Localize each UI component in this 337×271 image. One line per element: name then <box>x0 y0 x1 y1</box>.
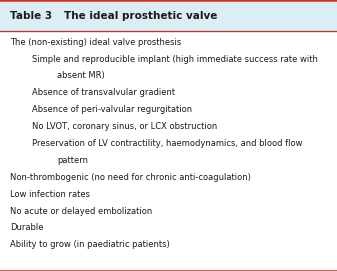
Text: Absence of transvalvular gradient: Absence of transvalvular gradient <box>32 88 175 97</box>
Text: No acute or delayed embolization: No acute or delayed embolization <box>10 207 152 215</box>
Text: absent MR): absent MR) <box>57 72 105 80</box>
Text: Absence of peri-valvular regurgitation: Absence of peri-valvular regurgitation <box>32 105 192 114</box>
Text: pattern: pattern <box>57 156 88 165</box>
Text: Durable: Durable <box>10 223 43 233</box>
Bar <box>0 0 337 31</box>
Text: Ability to grow (in paediatric patients): Ability to grow (in paediatric patients) <box>10 240 170 249</box>
Text: The (non-existing) ideal valve prosthesis: The (non-existing) ideal valve prosthesi… <box>10 38 181 47</box>
Text: No LVOT, coronary sinus, or LCX obstruction: No LVOT, coronary sinus, or LCX obstruct… <box>32 122 217 131</box>
Text: The ideal prosthetic valve: The ideal prosthetic valve <box>64 11 217 21</box>
Text: Low infection rates: Low infection rates <box>10 190 90 199</box>
Text: Non-thrombogenic (no need for chronic anti-coagulation): Non-thrombogenic (no need for chronic an… <box>10 173 251 182</box>
Text: Table 3: Table 3 <box>10 11 52 21</box>
Text: Simple and reproducible implant (high immediate success rate with: Simple and reproducible implant (high im… <box>32 54 318 63</box>
Text: Preservation of LV contractility, haemodynamics, and blood flow: Preservation of LV contractility, haemod… <box>32 139 303 148</box>
